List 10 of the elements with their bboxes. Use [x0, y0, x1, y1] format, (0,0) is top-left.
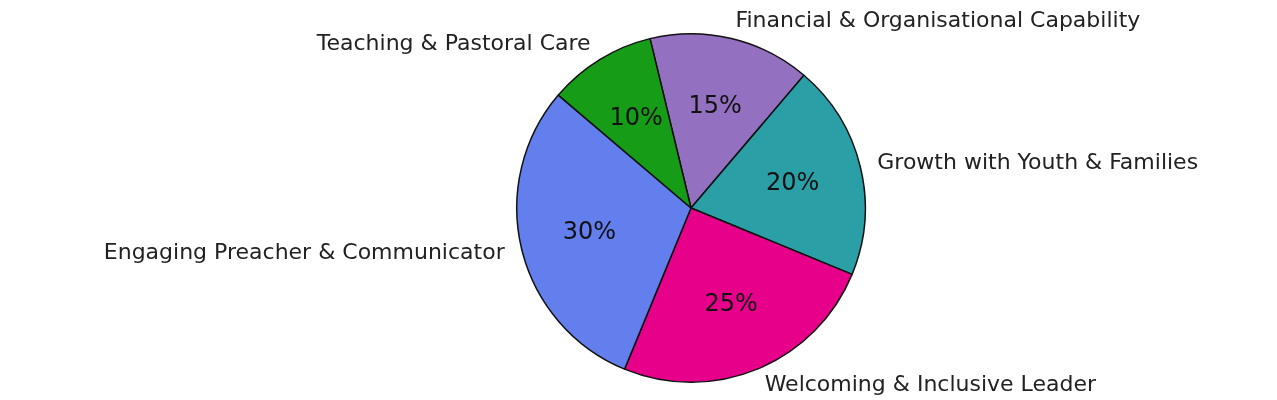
data-label: 30%: [562, 216, 617, 245]
slice-label: Growth with Youth & Families: [877, 148, 1199, 174]
data-label: 25%: [704, 288, 758, 317]
slice-label: Engaging Preacher & Communicator: [103, 238, 506, 264]
slice-label: Financial & Organisational Capability: [735, 7, 1141, 33]
data-label: 10%: [609, 103, 663, 132]
data-label: 15%: [688, 90, 742, 119]
slice-label: Welcoming & Inclusive Leader: [764, 370, 1098, 396]
slice-label: Teaching & Pastoral Care: [315, 30, 591, 56]
data-label: 20%: [765, 167, 820, 196]
